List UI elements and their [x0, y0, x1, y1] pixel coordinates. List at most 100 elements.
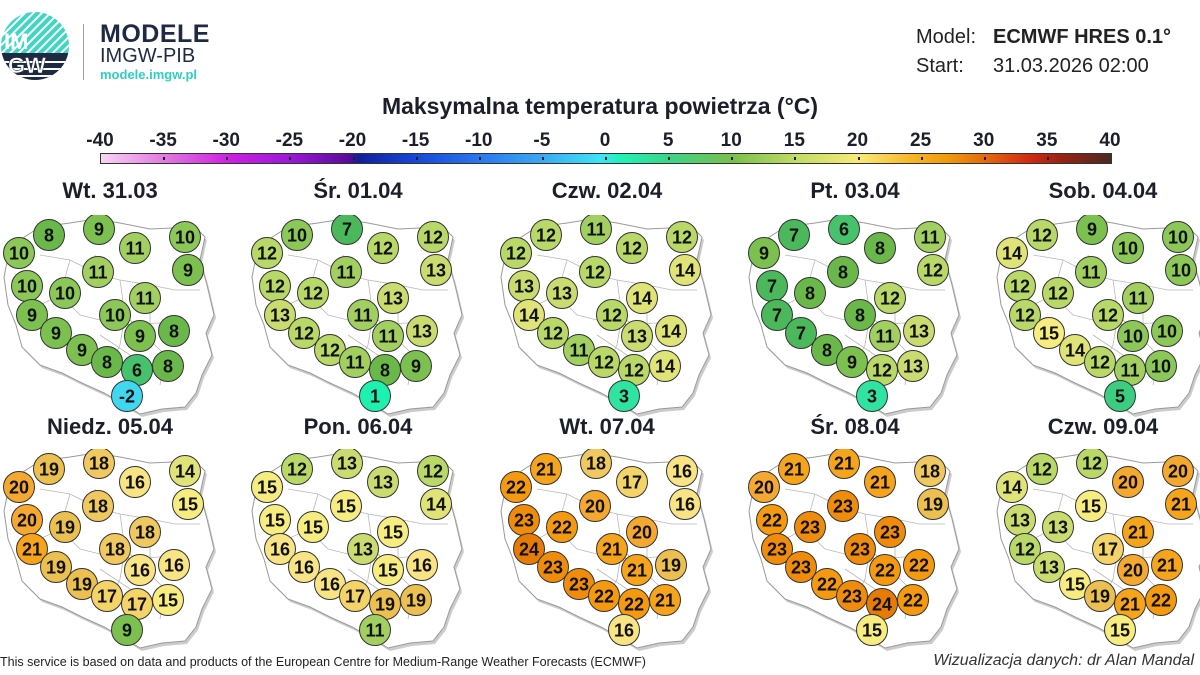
temperature-value: 20: [1118, 473, 1138, 493]
temperature-circle: [761, 533, 793, 565]
temperature-marker: 23: [794, 511, 826, 543]
temperature-value: 14: [175, 462, 195, 482]
temperature-value: 19: [661, 556, 681, 576]
temperature-value: 13: [412, 322, 432, 342]
colorbar-tick: [289, 157, 292, 160]
temperature-value: 11: [1128, 289, 1147, 309]
temperature-marker: 23: [537, 551, 569, 583]
temperature-value: 18: [920, 462, 940, 482]
temperature-circle: [281, 219, 313, 251]
temperature-marker: 14: [649, 350, 681, 382]
temperature-marker: 13: [621, 320, 653, 352]
temperature-marker: 10: [3, 237, 35, 269]
temperature-circle: [152, 350, 184, 382]
temperature-marker: -2: [111, 380, 143, 412]
temperature-circle: [359, 614, 391, 646]
temperature-circle: [864, 466, 896, 498]
temperature-circle: [1104, 614, 1136, 646]
temperature-marker: 14: [1059, 334, 1091, 366]
brand-subtitle: IMGW-PIB: [100, 45, 196, 67]
temperature-marker: 15: [152, 584, 184, 616]
day-title: Wt. 07.04: [559, 414, 655, 439]
temperature-marker: 10: [1112, 232, 1144, 264]
temperature-marker: 21: [649, 584, 681, 616]
colorbar-tick: [1046, 157, 1049, 160]
temperature-marker: 11: [1114, 354, 1146, 386]
temperature-circle: [372, 320, 404, 352]
temperature-value: 12: [1015, 306, 1035, 326]
temperature-marker: 23: [563, 568, 595, 600]
temperature-value: 18: [586, 454, 606, 474]
day-title: Pt. 03.04: [810, 178, 900, 203]
day-title: Pon. 06.04: [303, 414, 413, 439]
temperature-value: 20: [17, 511, 37, 531]
temperature-marker: 16: [124, 554, 156, 586]
temperature-value: 12: [294, 324, 314, 344]
temperature-marker: 13: [264, 299, 296, 331]
temperature-circle: [33, 453, 65, 485]
temperature-circle: [119, 466, 151, 498]
temperature-value: 9: [759, 244, 769, 264]
temperature-circle: [856, 614, 888, 646]
temperature-circle: [1009, 299, 1041, 331]
temperature-circle: [129, 516, 161, 548]
temperature-value: 14: [675, 261, 695, 281]
temperature-marker: 23: [874, 516, 906, 548]
temperature-marker: 11: [347, 299, 379, 331]
temperature-circle: [82, 490, 114, 522]
temperature-circle: [1076, 215, 1108, 245]
day-title: Czw. 02.04: [551, 178, 663, 203]
temperature-marker: 17: [616, 466, 648, 498]
temperature-circle: [288, 317, 320, 349]
temperature-circle: [669, 488, 701, 520]
temperature-marker: 21: [778, 453, 810, 485]
temperature-value: 10: [287, 226, 307, 246]
temperature-value: 11: [365, 621, 384, 641]
temperature-marker: 12: [874, 282, 906, 314]
temperature-value: 12: [1098, 306, 1118, 326]
temperature-marker: 22: [588, 580, 620, 612]
colorbar-tick: [478, 157, 481, 160]
temperature-circle: [1026, 453, 1058, 485]
temperature-circle: [420, 488, 452, 520]
temperature-circle: [608, 380, 640, 412]
temperature-marker: 7: [761, 299, 793, 331]
temperature-value: 9: [847, 353, 857, 373]
temperature-circle: [621, 554, 653, 586]
temperature-circle: [288, 551, 320, 583]
temperature-value: 8: [163, 357, 173, 377]
temperature-circle: [1122, 282, 1154, 314]
temperature-marker: 11: [330, 256, 362, 288]
temperature-marker: 19: [400, 584, 432, 616]
temperature-circle: [864, 232, 896, 264]
colorbar-tick-label: 35: [1036, 130, 1058, 151]
temperature-circle: [874, 282, 906, 314]
temperature-value: 14: [426, 495, 446, 515]
temperature-marker: 13: [897, 350, 929, 382]
colorbar-tick: [920, 157, 923, 160]
temperature-value: 7: [796, 324, 806, 344]
temperature-circle: [3, 237, 35, 269]
temperature-circle: [119, 232, 151, 264]
temperature-marker: 12: [579, 256, 611, 288]
temperature-marker: 8: [864, 232, 896, 264]
temperature-marker: 7: [778, 219, 810, 251]
temperature-marker: 20: [3, 471, 35, 503]
brand-url[interactable]: modele.imgw.pl: [100, 67, 198, 82]
temperature-circle: [264, 533, 296, 565]
temperature-circle: [1165, 254, 1197, 286]
temperature-value: 16: [164, 556, 184, 576]
temperature-marker: 13: [1042, 511, 1074, 543]
temperature-marker: 20: [1162, 455, 1194, 487]
temperature-value: 12: [923, 261, 943, 281]
temperature-circle: [537, 551, 569, 583]
temperature-value: 13: [1039, 558, 1059, 578]
temperature-marker: 8: [794, 277, 826, 309]
temperature-circle: [281, 453, 313, 485]
temperature-marker: 18: [580, 449, 612, 479]
